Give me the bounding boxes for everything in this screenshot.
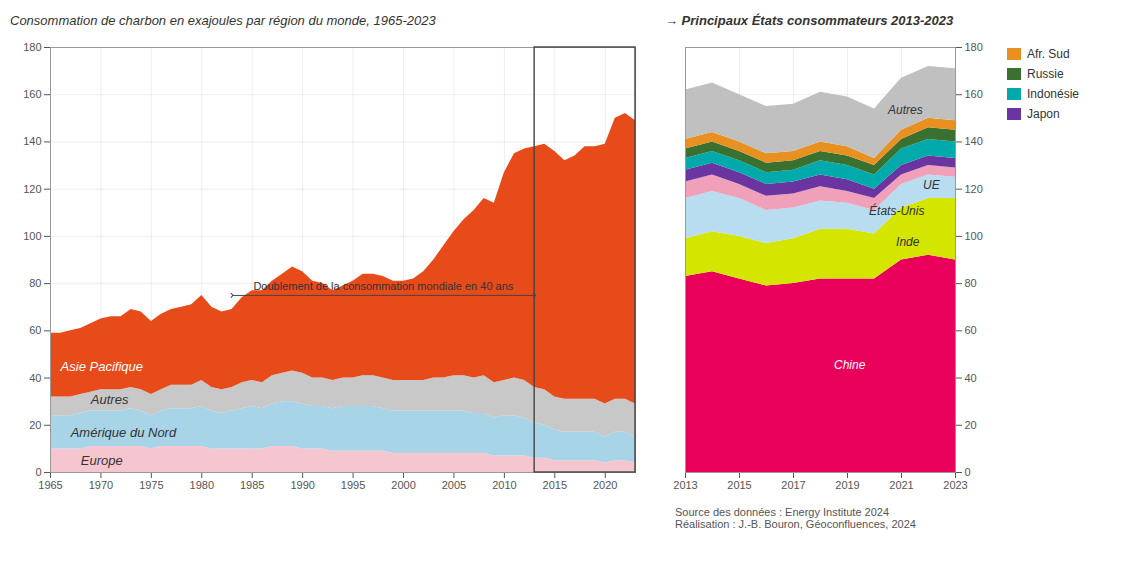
svg-text:180: 180 <box>965 41 983 53</box>
svg-text:Chine: Chine <box>834 358 866 372</box>
svg-text:140: 140 <box>965 135 983 147</box>
svg-text:20: 20 <box>29 419 41 431</box>
svg-text:2013: 2013 <box>673 479 697 491</box>
svg-text:2010: 2010 <box>492 479 516 491</box>
html-text:Japon: Japon <box>1027 107 1060 121</box>
html-text:Afr. Sud: Afr. Sud <box>1027 47 1070 61</box>
svg-text:180: 180 <box>23 41 41 53</box>
html-text:Indonésie: Indonésie <box>1027 87 1079 101</box>
svg-text:2000: 2000 <box>391 479 415 491</box>
svg-text:2015: 2015 <box>543 479 567 491</box>
svg-text:1980: 1980 <box>190 479 214 491</box>
svg-text:100: 100 <box>23 230 41 242</box>
svg-text:2015: 2015 <box>727 479 751 491</box>
svg-text:2021: 2021 <box>889 479 913 491</box>
svg-text:2023: 2023 <box>943 479 967 491</box>
html-text:→ Principaux États consommateu: → Principaux États consommateurs 2013-20… <box>665 13 954 28</box>
svg-text:120: 120 <box>965 183 983 195</box>
svg-text:2019: 2019 <box>835 479 859 491</box>
html-text:Source des données : Energy In: Source des données : Energy Institute 20… <box>675 506 916 530</box>
svg-text:Autres: Autres <box>90 392 129 407</box>
svg-text:Europe: Europe <box>81 453 123 468</box>
svg-text:0: 0 <box>965 466 971 478</box>
svg-text:1965: 1965 <box>38 479 62 491</box>
html-text:Russie: Russie <box>1027 67 1064 81</box>
svg-text:Autres: Autres <box>887 103 923 117</box>
svg-text:0: 0 <box>35 466 41 478</box>
svg-text:Asie Pacifique: Asie Pacifique <box>60 359 143 374</box>
svg-text:Amérique du Nord: Amérique du Nord <box>70 425 177 440</box>
svg-text:1970: 1970 <box>89 479 113 491</box>
svg-text:60: 60 <box>965 324 977 336</box>
svg-text:Inde: Inde <box>896 235 920 249</box>
svg-text:60: 60 <box>29 324 41 336</box>
svg-text:120: 120 <box>23 183 41 195</box>
svg-text:80: 80 <box>29 277 41 289</box>
svg-text:100: 100 <box>965 230 983 242</box>
svg-text:2020: 2020 <box>593 479 617 491</box>
html-text:Consommation de charbon en exa: Consommation de charbon en exajoules par… <box>10 13 436 28</box>
svg-text:80: 80 <box>965 277 977 289</box>
svg-text:40: 40 <box>965 372 977 384</box>
svg-text:États-Unis: États-Unis <box>869 203 924 218</box>
svg-text:1995: 1995 <box>341 479 365 491</box>
svg-text:2017: 2017 <box>781 479 805 491</box>
svg-text:140: 140 <box>23 135 41 147</box>
svg-text:1975: 1975 <box>139 479 163 491</box>
svg-text:40: 40 <box>29 372 41 384</box>
svg-text:2005: 2005 <box>442 479 466 491</box>
svg-text:20: 20 <box>965 419 977 431</box>
svg-text:160: 160 <box>23 88 41 100</box>
svg-text:1990: 1990 <box>290 479 314 491</box>
svg-text:1985: 1985 <box>240 479 264 491</box>
svg-text:UE: UE <box>923 178 941 192</box>
svg-text:Doublement de la consommation: Doublement de la consommation mondiale e… <box>253 280 513 292</box>
svg-text:160: 160 <box>965 88 983 100</box>
